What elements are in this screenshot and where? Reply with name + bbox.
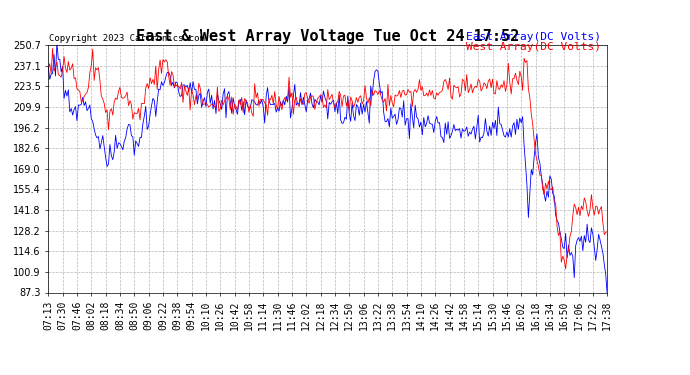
- West Array(DC Volts): [48, 46, 57, 51]
- East Array(DC Volts): [52, 40, 61, 45]
- East Array(DC Volts): [408, 114, 417, 118]
- East Array(DC Volts): [511, 132, 520, 137]
- East Array(DC Volts): [603, 292, 611, 297]
- West Array(DC Volts): [571, 205, 580, 210]
- West Array(DC Volts): [535, 173, 544, 177]
- West Array(DC Volts): [511, 71, 520, 75]
- East Array(DC Volts): [170, 86, 179, 90]
- Title: East & West Array Voltage Tue Oct 24 17:52: East & West Array Voltage Tue Oct 24 17:…: [136, 29, 520, 44]
- East Array(DC Volts): [224, 92, 232, 96]
- East Array(DC Volts): [44, 65, 52, 69]
- West Array(DC Volts): [224, 94, 232, 98]
- Text: Copyright 2023 Cartronics.com: Copyright 2023 Cartronics.com: [49, 33, 205, 42]
- West Array(DC Volts): [562, 267, 570, 271]
- Line: West Array(DC Volts): West Array(DC Volts): [48, 48, 607, 269]
- West Array(DC Volts): [170, 85, 179, 90]
- Legend: East Array(DC Volts), West Array(DC Volts): East Array(DC Volts), West Array(DC Volt…: [464, 31, 602, 54]
- East Array(DC Volts): [570, 275, 578, 280]
- Line: East Array(DC Volts): East Array(DC Volts): [48, 43, 607, 295]
- East Array(DC Volts): [535, 160, 544, 165]
- West Array(DC Volts): [603, 230, 611, 234]
- West Array(DC Volts): [408, 104, 417, 109]
- West Array(DC Volts): [44, 66, 52, 70]
